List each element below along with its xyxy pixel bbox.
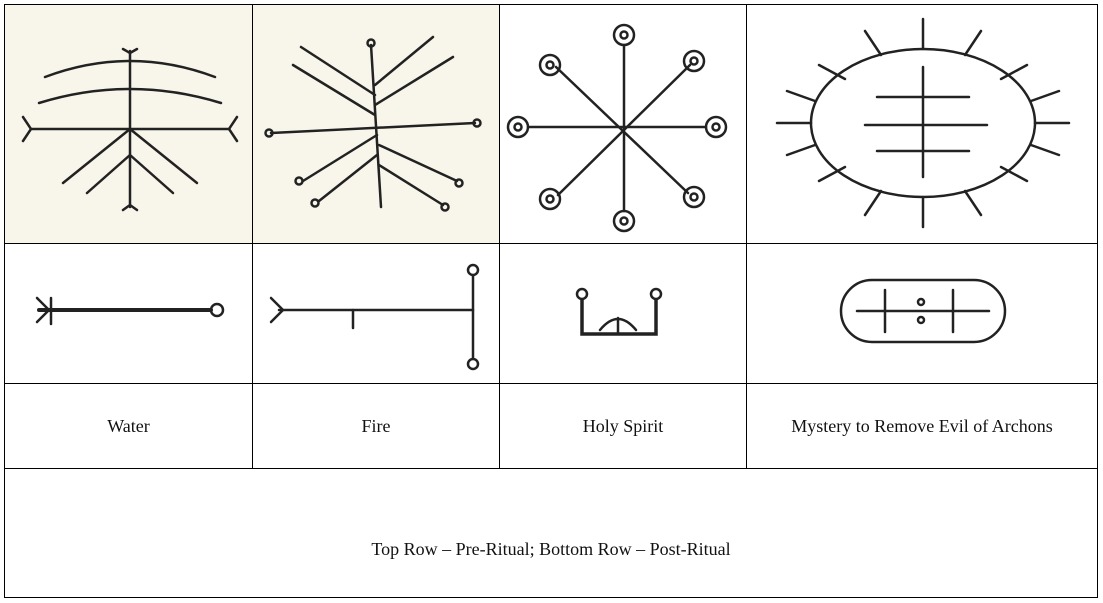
archons-pre-cell bbox=[746, 4, 1098, 244]
water-pre-symbol bbox=[21, 47, 239, 212]
label: Mystery to Remove Evil of Archons bbox=[791, 415, 1053, 436]
fire-post-symbol bbox=[269, 263, 480, 371]
label-cell: Holy Spirit bbox=[499, 383, 747, 469]
caption: Top Row – Pre-Ritual; Bottom Row – Post-… bbox=[371, 539, 731, 559]
archons-post-cell bbox=[746, 243, 1098, 384]
water-post-symbol bbox=[35, 296, 225, 326]
archons-pre-symbol bbox=[775, 17, 1071, 229]
label-cell: Water bbox=[4, 383, 253, 469]
label: Holy Spirit bbox=[582, 415, 664, 436]
spirit-pre-cell bbox=[499, 4, 747, 244]
label: Fire bbox=[361, 415, 391, 436]
water-post-cell bbox=[4, 243, 253, 384]
water-pre-cell bbox=[4, 4, 253, 244]
label-cell: Mystery to Remove Evil of Archons bbox=[746, 383, 1098, 469]
spirit-pre-symbol bbox=[506, 23, 728, 233]
label: Water bbox=[107, 415, 150, 436]
spirit-post-symbol bbox=[575, 287, 663, 336]
fire-pre-cell bbox=[252, 4, 500, 244]
fire-pre-symbol bbox=[264, 35, 482, 212]
label-cell: Fire bbox=[252, 383, 500, 469]
symbol-table: Water Fire Holy Spirit Mystery to Remove… bbox=[4, 4, 1098, 598]
archons-post-symbol bbox=[839, 278, 1007, 344]
spirit-post-cell bbox=[499, 243, 747, 384]
caption-cell: Top Row – Pre-Ritual; Bottom Row – Post-… bbox=[4, 468, 1098, 598]
fire-post-cell bbox=[252, 243, 500, 384]
